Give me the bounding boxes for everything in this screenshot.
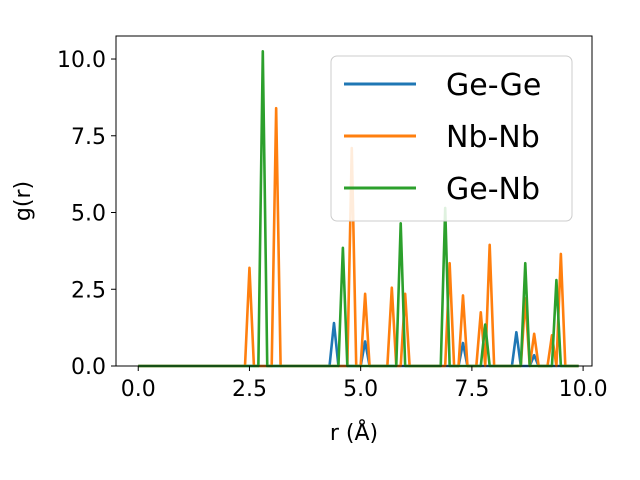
x-axis-label: r (Å): [330, 419, 378, 446]
series-line-ge-ge: [138, 321, 579, 368]
x-tick-label: 0.0: [121, 377, 156, 402]
y-tick-label: 7.5: [71, 125, 106, 150]
y-axis: 0.0 2.5 5.0 7.5 10.0: [57, 48, 116, 380]
legend-label-nb-nb: Nb-Nb: [446, 120, 540, 155]
legend: Ge-Ge Nb-Nb Ge-Nb: [330, 55, 573, 222]
legend-box: [330, 55, 573, 222]
y-tick-label: 10.0: [57, 48, 106, 73]
x-tick-label: 10.0: [559, 377, 608, 402]
x-axis: 0.0 2.5 5.0 7.5 10.0: [121, 366, 608, 402]
x-tick-label: 2.5: [232, 377, 267, 402]
plot-frame: [115, 35, 593, 367]
legend-entries: Ge-Ge Nb-Nb Ge-Nb: [344, 68, 541, 207]
legend-label-ge-ge: Ge-Ge: [446, 68, 541, 103]
y-axis-label: g(r): [11, 181, 36, 221]
y-tick-label: 2.5: [71, 278, 106, 303]
x-tick-label: 7.5: [454, 377, 489, 402]
y-tick-label: 0.0: [71, 355, 106, 380]
y-tick-label: 5.0: [71, 202, 106, 227]
legend-label-ge-nb: Ge-Nb: [446, 172, 540, 207]
x-tick-label: 5.0: [343, 377, 378, 402]
